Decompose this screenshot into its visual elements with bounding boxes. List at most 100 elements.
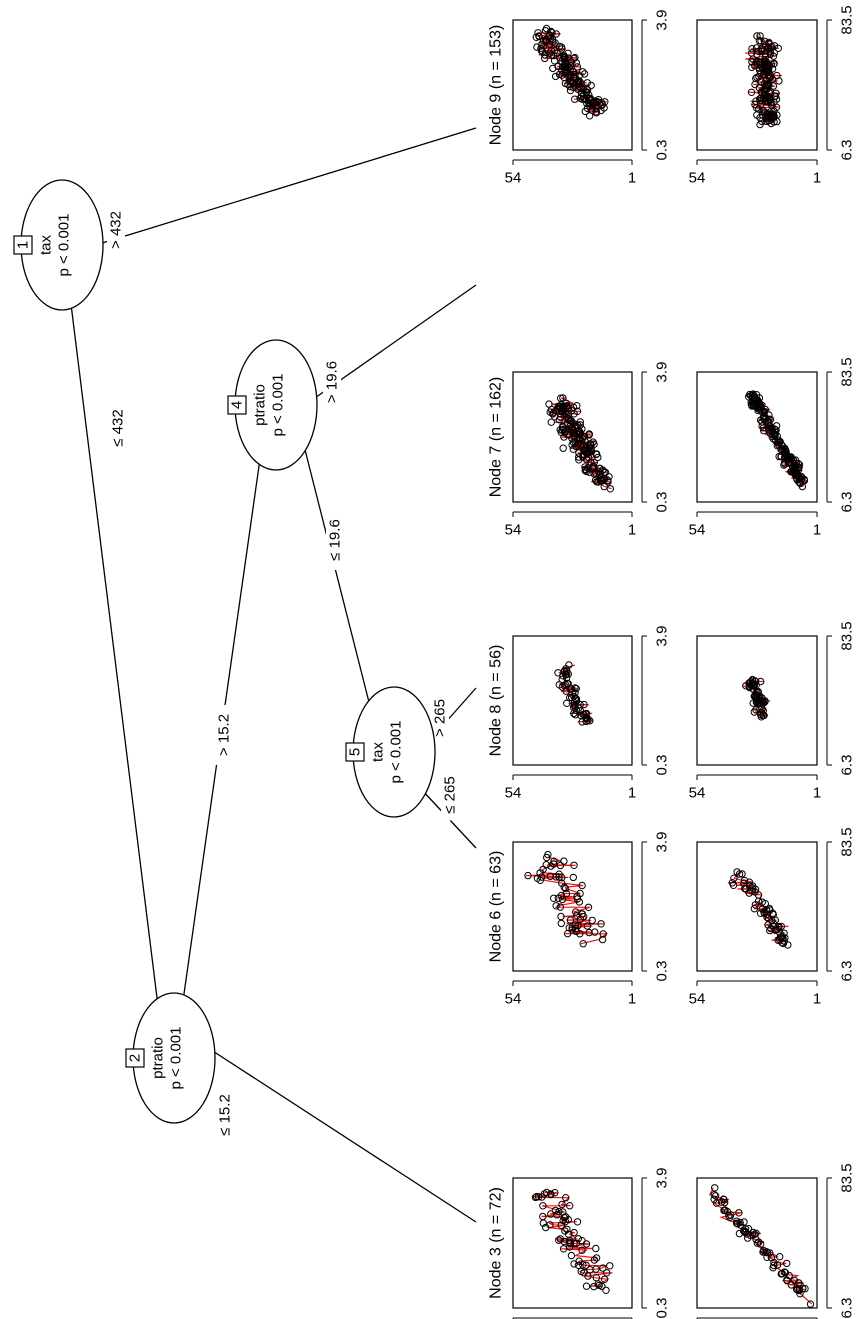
y-tick-label: 54 xyxy=(505,522,522,539)
data-point xyxy=(563,1225,571,1233)
y-tick-label: 54 xyxy=(505,785,522,802)
data-point xyxy=(732,1219,741,1227)
node-pvalue: p < 0.001 xyxy=(168,1027,185,1090)
data-point xyxy=(603,1269,611,1277)
data-point xyxy=(550,894,558,902)
data-point xyxy=(783,451,791,459)
data-point xyxy=(582,1261,590,1269)
data-point xyxy=(573,402,581,410)
data-point xyxy=(599,930,607,938)
data-point xyxy=(537,873,546,881)
data-point xyxy=(746,882,754,890)
data-point xyxy=(595,1281,603,1290)
data-point xyxy=(542,861,550,869)
data-point xyxy=(594,95,603,104)
data-point xyxy=(783,1259,791,1268)
data-point xyxy=(558,675,566,684)
data-point xyxy=(753,1239,762,1247)
x-tick-label: 6.3 xyxy=(839,492,856,513)
data-point xyxy=(558,1200,566,1209)
data-point xyxy=(571,711,580,719)
data-point xyxy=(576,418,584,426)
data-point xyxy=(772,422,781,430)
data-point xyxy=(583,86,592,94)
data-point xyxy=(583,922,591,930)
node-id: 4 xyxy=(229,401,246,409)
data-point xyxy=(806,1300,815,1308)
edge-label-1-9: > 432 xyxy=(108,211,125,249)
data-point xyxy=(767,1254,776,1262)
data-point xyxy=(562,889,571,898)
node-pvalue: p < 0.001 xyxy=(270,374,287,437)
data-point xyxy=(579,68,587,76)
y-tick-label: 54 xyxy=(689,785,706,802)
data-point xyxy=(572,685,580,693)
data-point xyxy=(555,870,563,878)
data-point xyxy=(588,463,597,471)
data-point xyxy=(534,29,542,37)
terminal-node-title: Node 9 (n = 153) xyxy=(488,25,505,146)
data-point xyxy=(580,70,589,78)
data-point xyxy=(748,49,756,57)
node-id-box xyxy=(227,395,247,415)
data-point xyxy=(748,675,757,684)
data-point xyxy=(728,879,737,887)
edge-label-bg xyxy=(431,692,449,744)
data-point xyxy=(760,37,769,45)
data-point xyxy=(604,476,612,485)
data-point xyxy=(770,49,778,57)
edge-label-bg xyxy=(107,204,125,256)
data-point xyxy=(747,678,755,686)
terminal-node-6: Node 6 (n = 63) 54 1 0.3 3.9 54 1 6.3 83.5 xyxy=(488,827,856,1007)
edge-1-2 xyxy=(67,279,161,1023)
data-point xyxy=(582,709,591,718)
data-point xyxy=(567,1251,576,1260)
node-variable: tax xyxy=(370,741,387,762)
data-point xyxy=(541,54,549,63)
node-variable: tax xyxy=(38,234,55,255)
data-point xyxy=(765,38,773,47)
data-point xyxy=(583,79,591,87)
panel-frame xyxy=(512,1177,633,1309)
data-point xyxy=(790,1276,798,1284)
data-point xyxy=(741,1225,750,1233)
data-point xyxy=(555,1207,563,1216)
panel-frame xyxy=(512,19,633,151)
data-point xyxy=(735,870,744,878)
data-point xyxy=(757,677,765,686)
data-point xyxy=(563,699,571,707)
data-point xyxy=(557,891,565,900)
data-point xyxy=(585,430,593,438)
edge-label-5-7: > 265 xyxy=(432,699,449,737)
data-point xyxy=(712,1199,721,1207)
data-point xyxy=(762,57,770,65)
x-tick-label: 3.9 xyxy=(654,626,671,647)
data-point xyxy=(550,857,558,865)
node-id: 5 xyxy=(347,748,364,756)
y-tick-label: 1 xyxy=(813,170,821,187)
data-point xyxy=(562,399,570,407)
data-point xyxy=(747,88,756,96)
y-tick-label: 54 xyxy=(689,991,706,1008)
data-point xyxy=(558,895,567,904)
data-point xyxy=(600,1275,609,1283)
data-point xyxy=(571,684,579,692)
data-point xyxy=(599,1264,607,1272)
data-point xyxy=(566,1201,574,1210)
data-point xyxy=(551,46,559,55)
data-point xyxy=(560,1237,568,1246)
x-tick-label: 0.3 xyxy=(654,755,671,776)
y-tick-label: 54 xyxy=(505,991,522,1008)
x-tick-label: 6.3 xyxy=(839,1298,856,1319)
data-point xyxy=(557,1221,565,1229)
data-point xyxy=(550,860,558,868)
data-point xyxy=(578,1246,586,1254)
data-point xyxy=(590,458,598,467)
data-point xyxy=(556,903,564,911)
data-point xyxy=(591,928,599,936)
data-point xyxy=(749,1228,757,1237)
data-point xyxy=(557,919,565,928)
data-point xyxy=(547,1210,555,1218)
panel-bot: 54 1 6.3 83.5 xyxy=(689,5,856,186)
